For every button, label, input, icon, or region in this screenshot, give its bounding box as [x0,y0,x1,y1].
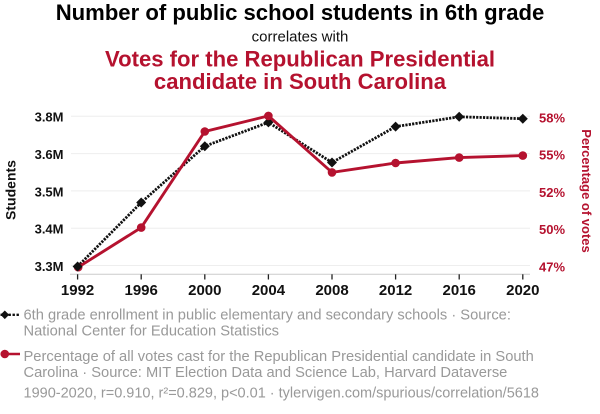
svg-text:National Center for Education: National Center for Education Statistics [24,324,280,340]
svg-text:2000: 2000 [188,282,221,299]
svg-text:3.4M: 3.4M [35,222,64,237]
svg-text:Percentage of votes: Percentage of votes [579,129,594,253]
svg-text:50%: 50% [539,222,565,237]
svg-text:Number of public school studen: Number of public school students in 6th … [56,0,545,25]
svg-text:1990-2020, r=0.910, r²=0.829,: 1990-2020, r=0.910, r²=0.829, p<0.01 · t… [24,386,539,402]
svg-text:Percentage of all votes cast f: Percentage of all votes cast for the Rep… [24,349,534,365]
svg-text:55%: 55% [539,148,565,163]
svg-text:52%: 52% [539,185,565,200]
svg-text:6th grade enrollment in public: 6th grade enrollment in public elementar… [24,307,511,323]
svg-text:candidate in South Carolina: candidate in South Carolina [154,69,447,94]
svg-text:2012: 2012 [379,282,412,299]
svg-text:1992: 1992 [61,282,94,299]
svg-text:Students: Students [3,160,19,220]
svg-text:3.5M: 3.5M [35,184,64,199]
svg-text:Carolina · Source: MIT Electio: Carolina · Source: MIT Election Data and… [24,365,508,381]
svg-text:3.6M: 3.6M [35,147,64,162]
svg-text:2008: 2008 [315,282,348,299]
svg-text:correlates with: correlates with [252,29,349,46]
svg-text:2004: 2004 [252,282,286,299]
svg-text:2016: 2016 [443,282,476,299]
svg-text:3.3M: 3.3M [35,259,64,274]
svg-text:58%: 58% [539,110,565,125]
svg-text:3.8M: 3.8M [35,110,64,125]
svg-text:2020: 2020 [506,282,539,299]
svg-text:Votes for the Republican Presi: Votes for the Republican Presidential [105,47,495,72]
svg-text:1996: 1996 [125,282,158,299]
svg-text:47%: 47% [539,260,565,275]
